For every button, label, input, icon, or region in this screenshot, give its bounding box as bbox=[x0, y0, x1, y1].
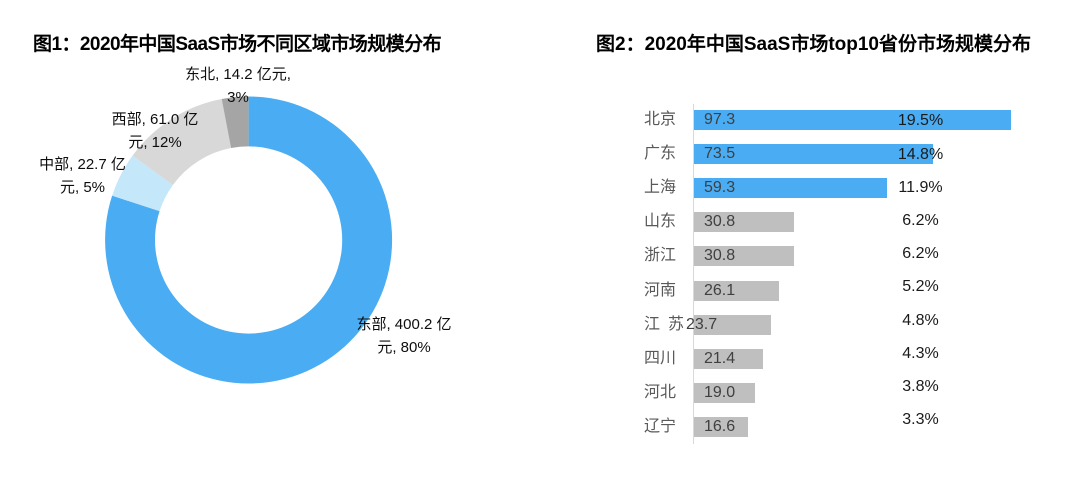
donut-chart bbox=[105, 96, 393, 384]
category-label: 广东 bbox=[643, 145, 676, 163]
donut-label: 东部, 400.2 亿元, 80% bbox=[356, 313, 451, 359]
bar-chart-y-axis bbox=[692, 104, 694, 444]
donut-label-line: 西部, 61.0 亿 bbox=[111, 111, 199, 129]
percent-label: 6.2% bbox=[902, 211, 939, 229]
category-label: 北京 bbox=[643, 111, 676, 128]
bar-上海 bbox=[693, 178, 887, 199]
category-label: 河北 bbox=[643, 383, 676, 401]
percent-label: 3.8% bbox=[902, 377, 939, 395]
value-label: 16.6 bbox=[704, 417, 736, 435]
category-label: 河南 bbox=[643, 281, 676, 299]
category-label: 山东 bbox=[643, 213, 676, 231]
value-label: 59.3 bbox=[704, 179, 736, 197]
percent-label: 3.3% bbox=[902, 411, 939, 429]
donut-label: 西部, 61.0 亿元, 12% bbox=[112, 108, 199, 154]
donut-slice-西部 bbox=[132, 99, 232, 185]
bar-江苏 bbox=[693, 314, 771, 335]
value-label: 73.5 bbox=[704, 145, 736, 163]
category-label: 浙江 bbox=[643, 247, 676, 265]
percent-label: 4.3% bbox=[902, 344, 939, 362]
percent-label: 19.5% bbox=[897, 112, 944, 130]
donut-label-line: 东北, 14.2 亿元, bbox=[185, 66, 291, 83]
value-label: 21.4 bbox=[704, 349, 736, 367]
donut-label: 中部, 22.7 亿元, 5% bbox=[39, 153, 126, 199]
bar-河南 bbox=[693, 280, 779, 301]
value-label: 30.8 bbox=[704, 213, 736, 231]
percent-label: 5.2% bbox=[902, 278, 939, 296]
bar-辽宁 bbox=[693, 416, 748, 437]
bar-广东 bbox=[693, 144, 933, 165]
donut-slice-中部 bbox=[112, 155, 173, 212]
value-label: 30.8 bbox=[704, 247, 736, 265]
percent-label: 6.2% bbox=[902, 245, 939, 263]
bar-四川 bbox=[693, 348, 764, 369]
donut-slice-东部 bbox=[105, 96, 393, 384]
bar-chart-title: 图2：2020年中国SaaS市场top10省份市场规模分布 bbox=[596, 34, 1031, 55]
bar-山东 bbox=[693, 212, 794, 233]
donut-label-line: 元, 12% bbox=[128, 134, 182, 152]
donut-slice-东北 bbox=[221, 96, 249, 149]
value-label: 23.7 bbox=[686, 315, 718, 333]
category-label: 江 苏 bbox=[643, 315, 684, 333]
donut-label-line: 元, 5% bbox=[59, 179, 106, 197]
percent-label: 11.9% bbox=[898, 178, 943, 196]
value-label: 26.1 bbox=[704, 281, 736, 299]
bar-浙江 bbox=[693, 246, 794, 267]
donut-label-line: 东部, 400.2 亿 bbox=[356, 316, 452, 333]
category-label: 辽宁 bbox=[643, 417, 676, 435]
percent-label: 4.8% bbox=[902, 311, 939, 329]
percent-label: 14.8% bbox=[897, 145, 944, 163]
donut-chart-title: 图1：2020年中国SaaS市场不同区域市场规模分布 bbox=[33, 34, 442, 55]
donut-label-line: 中部, 22.7 亿 bbox=[39, 156, 126, 174]
donut-label-line: 3% bbox=[227, 89, 249, 106]
category-label: 上海 bbox=[643, 179, 676, 197]
category-label: 四川 bbox=[643, 349, 676, 367]
value-label: 19.0 bbox=[704, 383, 736, 401]
bar-河北 bbox=[693, 382, 756, 403]
donut-label-line: 元, 80% bbox=[377, 339, 431, 356]
value-label: 97.3 bbox=[704, 111, 736, 128]
donut-label: 东北, 14.2 亿元, 3% bbox=[185, 63, 291, 109]
bar-北京 bbox=[693, 110, 1011, 130]
